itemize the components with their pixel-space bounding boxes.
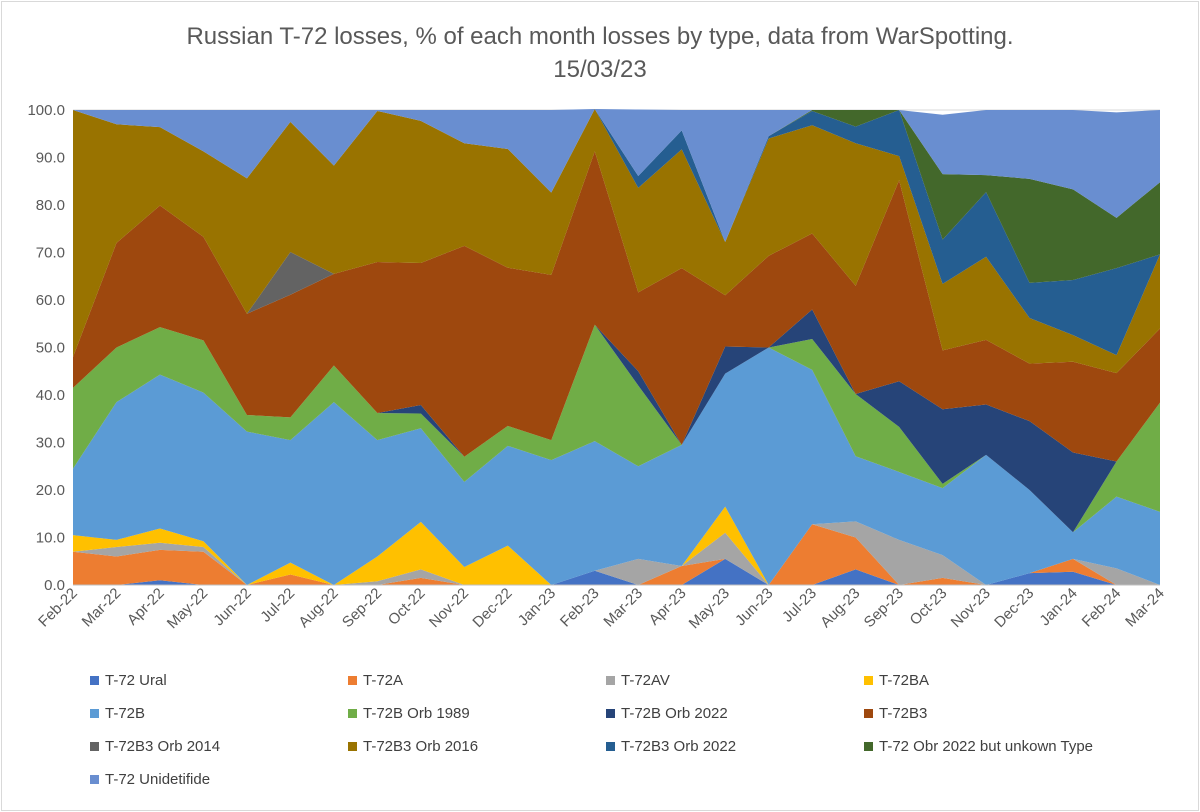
legend-label: T-72A [363, 672, 404, 689]
area-t-72b-orb-1989 [73, 324, 1160, 533]
x-tick-label: Dec-22 [469, 585, 515, 631]
x-tick-label: Jul-22 [257, 585, 298, 626]
legend-label: T-72 Unidetifide [105, 771, 211, 788]
area-t-72b3 [73, 151, 1160, 462]
legend-swatch [864, 709, 873, 718]
legend-item: T-72BA [864, 672, 929, 689]
x-tick-label: Nov-23 [948, 585, 994, 631]
area-t-72b-orb-2022 [73, 309, 1160, 533]
x-tick-label: Aug-22 [295, 585, 341, 631]
x-tick-label: Oct-23 [907, 585, 951, 629]
x-tick-label: Apr-23 [646, 585, 690, 629]
legend-item: T-72A [348, 672, 403, 689]
legend-label: T-72AV [621, 672, 670, 689]
area-t-72b3-orb-2014 [73, 151, 1160, 374]
y-tick-label: 40.0 [36, 387, 65, 404]
legend-label: T-72BA [879, 672, 930, 689]
x-tick-label: Feb-23 [557, 585, 603, 631]
legend-label: T-72B [105, 705, 146, 722]
legend-item: T-72B Orb 1989 [348, 705, 470, 722]
legend-swatch [348, 676, 357, 685]
legend-label: T-72 Obr 2022 but unkown Type [879, 738, 1094, 755]
legend-swatch [90, 742, 99, 751]
legend-swatch [348, 709, 357, 718]
legend-swatch [90, 709, 99, 718]
legend-swatch [606, 709, 615, 718]
legend-swatch [606, 742, 615, 751]
y-tick-label: 100.0 [27, 102, 65, 119]
legend-item: T-72B3 Orb 2016 [348, 738, 478, 755]
y-tick-label: 70.0 [36, 245, 65, 262]
legend-label: T-72B Orb 1989 [363, 705, 470, 722]
legend-label: T-72B3 Orb 2022 [621, 738, 737, 755]
area-t-72b [73, 347, 1160, 585]
area-t-72a [73, 524, 1160, 585]
x-tick-label: Mar-24 [1122, 585, 1168, 631]
legend-swatch [90, 676, 99, 685]
legend-item: T-72B3 [864, 705, 927, 722]
x-tick-label: Oct-22 [385, 585, 429, 629]
x-tick-label: Sep-22 [339, 585, 385, 631]
legend-item: T-72B3 Orb 2022 [606, 738, 736, 755]
x-tick-label: Mar-22 [79, 585, 125, 631]
legend-label: T-72B3 [879, 705, 928, 722]
x-tick-label: Jun-22 [210, 585, 254, 629]
x-tick-label: Jul-23 [779, 585, 820, 626]
legend-item: T-72 Obr 2022 but unkown Type [864, 738, 1093, 755]
legend-label: T-72B Orb 2022 [621, 705, 728, 722]
chart-title: Russian T-72 losses, % of each month los… [0, 20, 1200, 86]
legend-swatch [606, 676, 615, 685]
legend-swatch [348, 742, 357, 751]
x-tick-label: Jan-23 [515, 585, 559, 629]
area-t-72-obr-2022-but-unkown-type [73, 109, 1160, 283]
chart-title-line: Russian T-72 losses, % of each month los… [186, 23, 1014, 50]
y-tick-label: 0.0 [44, 577, 65, 594]
y-axis-ticks: 0.0 10.0 20.0 30.0 40.0 50.0 60.0 70.0 80.0 90.0 1… [27, 102, 65, 594]
legend-item: T-72AV [606, 672, 670, 689]
x-tick-label: Apr-22 [124, 585, 168, 629]
x-tick-label: Jan-24 [1036, 585, 1080, 629]
y-tick-label: 10.0 [36, 530, 65, 547]
legend-label: T-72B3 Orb 2016 [363, 738, 479, 755]
y-tick-label: 30.0 [36, 435, 65, 452]
y-tick-label: 20.0 [36, 482, 65, 499]
x-tick-label: Nov-22 [426, 585, 472, 631]
chart-subtitle: 15/03/23 [553, 56, 647, 83]
x-tick-label: May-22 [164, 585, 211, 632]
y-tick-label: 80.0 [36, 197, 65, 214]
area-t-72b3-orb-2016 [73, 109, 1160, 374]
legend-item: T-72B [90, 705, 145, 722]
area-t-72-ural [73, 558, 1160, 585]
legend-item: T-72 Ural [90, 672, 167, 689]
area-series [73, 109, 1160, 585]
legend-swatch [864, 676, 873, 685]
x-tick-label: Sep-23 [861, 585, 907, 631]
legend-label: T-72 Ural [105, 672, 167, 689]
legend-swatch [864, 742, 873, 751]
y-tick-label: 60.0 [36, 292, 65, 309]
legend-swatch [90, 775, 99, 784]
legend-label: T-72B3 Orb 2014 [105, 738, 221, 755]
x-tick-label: Mar-23 [600, 585, 646, 631]
legend-item: T-72B Orb 2022 [606, 705, 728, 722]
legend-item: T-72 Unidetifide [90, 771, 210, 788]
y-tick-label: 90.0 [36, 150, 65, 167]
area-t-72-unidetifide [73, 109, 1160, 243]
x-tick-label: May-23 [686, 585, 733, 632]
x-tick-label: Feb-24 [1079, 585, 1125, 631]
area-t-72av [73, 521, 1160, 585]
x-tick-label: Aug-23 [817, 585, 863, 631]
y-tick-label: 50.0 [36, 340, 65, 357]
x-tick-label: Jun-23 [732, 585, 776, 629]
legend-item: T-72B3 Orb 2014 [90, 738, 220, 755]
x-tick-label: Dec-23 [991, 585, 1037, 631]
